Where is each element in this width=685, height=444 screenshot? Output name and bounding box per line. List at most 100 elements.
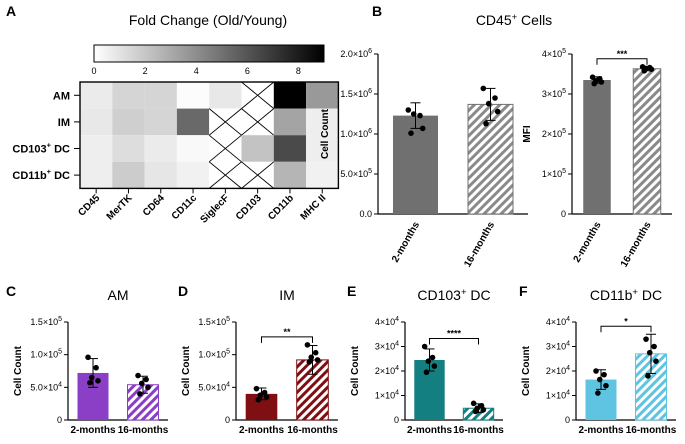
y-tick-label: 0.0 <box>359 209 372 219</box>
heatmap-cell <box>241 135 274 162</box>
heatmap-cell <box>112 161 145 189</box>
y-tick-label: 4×104 <box>546 316 570 327</box>
data-point <box>410 111 417 117</box>
significance-bracket <box>429 338 479 345</box>
x-category-label: 2-months <box>579 425 624 436</box>
panel-d: D IM 0 5.0×104 1.0×105 1.5×105 Cell Count 2-mon… <box>178 283 338 436</box>
data-point <box>591 80 598 87</box>
panel-e: E CD103+ DC 0 1×104 2×104 3×104 4×104 Cell Coun… <box>347 283 504 436</box>
heatmap-title: Fold Change (Old/Young) <box>129 12 287 28</box>
bar-16-months <box>467 103 514 215</box>
heatmap-cell <box>209 82 242 109</box>
data-point <box>643 336 649 342</box>
data-point <box>485 100 492 107</box>
data-point <box>595 390 601 396</box>
data-point <box>419 125 426 132</box>
significance-label: *** <box>617 49 628 59</box>
data-point <box>596 376 603 383</box>
heatmap-cell <box>273 108 307 136</box>
data-point <box>653 358 659 365</box>
data-point <box>135 372 141 379</box>
data-point <box>253 385 260 392</box>
data-point <box>255 396 262 403</box>
y-axis-label: Cell Count <box>320 108 331 159</box>
y-axis-label: Cell Count <box>521 345 532 396</box>
heatmap-col-label: MerTK <box>105 192 135 222</box>
x-category-label: 16-months <box>462 220 497 270</box>
y-tick-label: 2×105 <box>542 128 566 139</box>
bar-2-months <box>583 80 611 214</box>
y-tick-label: 0 <box>394 415 399 425</box>
heatmap-cell <box>80 135 113 162</box>
heatmap-cell <box>273 135 307 162</box>
data-point <box>601 371 607 378</box>
y-tick-label: 1×104 <box>546 390 570 401</box>
heatmap-cell <box>306 82 339 109</box>
data-point <box>480 85 487 92</box>
heatmap-col-label: CD11c <box>170 192 200 222</box>
data-point <box>480 406 487 413</box>
heatmap-col-label: CD103 <box>234 192 264 222</box>
heatmap-cell-cross <box>208 108 242 136</box>
y-tick-label: 4×105 <box>542 48 566 59</box>
y-tick-label: 2.0×106 <box>340 48 372 59</box>
y-tick-label: 1.0×105 <box>198 349 230 360</box>
y-tick-label: 1.5×105 <box>30 316 62 327</box>
panel-title: AM <box>108 287 129 303</box>
y-axis-label: Cell Count <box>13 345 24 396</box>
heatmap-cell-cross <box>208 134 242 163</box>
heatmap-cell <box>112 135 145 162</box>
data-point <box>423 369 430 376</box>
data-point <box>137 391 143 397</box>
data-point <box>261 389 268 396</box>
panel-title: IM <box>279 287 295 303</box>
data-point <box>645 373 651 379</box>
x-category-label: 16-months <box>626 425 677 436</box>
colorbar-tick-label: 8 <box>296 66 301 76</box>
heatmap-cell <box>273 161 307 189</box>
y-tick-label: 1.5×105 <box>198 316 230 327</box>
x-category-label: 2-months <box>572 220 604 265</box>
x-category-label: 2-months <box>71 425 116 436</box>
heatmap-cell <box>80 161 113 189</box>
panel-a: A Fold Change (Old/Young) 0 2 4 6 8 AM IM CD103+ … <box>6 3 340 226</box>
significance-bracket <box>261 336 313 343</box>
data-point <box>405 107 412 113</box>
data-point <box>641 68 648 74</box>
data-point <box>598 79 605 85</box>
heatmap-col-label: MHC II <box>299 193 329 223</box>
y-tick-label: 3×104 <box>546 341 570 352</box>
y-tick-label: 0 <box>57 415 62 425</box>
data-point <box>425 358 432 365</box>
panel-c: C AM 0 5.0×104 1.0×105 1.5×105 Cell Count 2-mon… <box>6 283 169 436</box>
y-tick-label: 1×105 <box>542 168 566 179</box>
x-category-label: 16-months <box>118 425 169 436</box>
data-point <box>651 343 657 350</box>
x-category-label: 2-months <box>239 425 284 436</box>
data-point <box>494 108 501 115</box>
heatmap-cell-cross <box>241 108 275 136</box>
y-tick-label: 5.0×104 <box>198 381 230 392</box>
bar-2-months <box>393 115 438 214</box>
x-category-label: 2-months <box>407 425 452 436</box>
data-point <box>312 349 319 356</box>
heatmap-cell <box>176 135 210 162</box>
data-point <box>308 354 315 361</box>
significance-label: **** <box>447 329 462 339</box>
data-point <box>603 382 609 389</box>
data-point <box>589 74 596 80</box>
colorbar-tick-label: 2 <box>143 66 148 76</box>
data-point <box>306 359 313 365</box>
heatmap-row-label: CD11b+ DC <box>12 167 70 182</box>
data-point <box>646 349 653 356</box>
data-point <box>417 112 423 119</box>
heatmap-cell <box>80 82 113 109</box>
y-tick-label: 0 <box>565 415 570 425</box>
data-point <box>483 120 489 127</box>
heatmap-col-label: SiglecF <box>199 193 232 226</box>
y-tick-label: 0 <box>225 415 230 425</box>
heatmap-cell <box>144 108 177 136</box>
y-tick-label: 3×105 <box>542 88 566 99</box>
x-category-label: 16-months <box>287 425 338 436</box>
